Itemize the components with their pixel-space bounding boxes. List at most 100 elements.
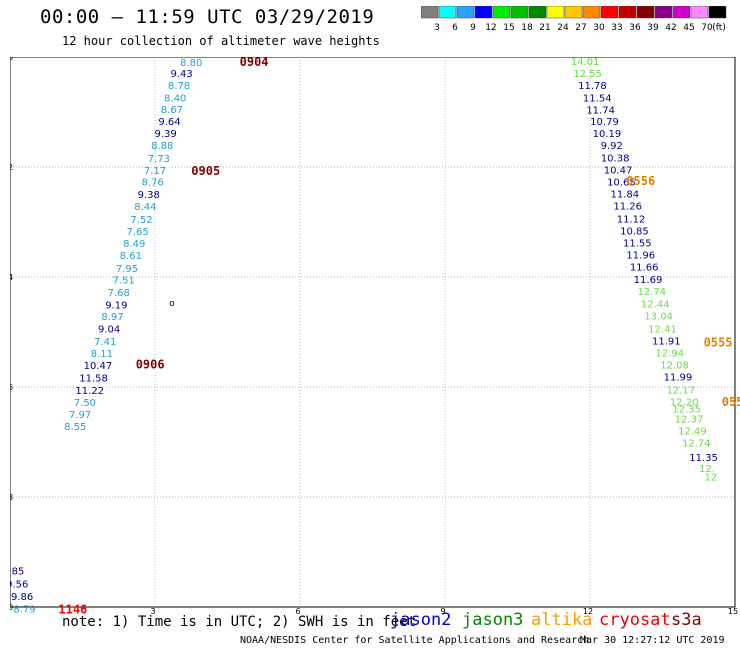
swh-value-label: 11.84: [610, 190, 639, 201]
y-tick-label: -52: [10, 163, 13, 172]
swh-value-label: 7.52: [130, 215, 152, 226]
page-subtitle: 12 hour collection of altimeter wave hei…: [62, 34, 380, 48]
colorbar-label: 70: [701, 23, 713, 33]
colorbar-swatch: [600, 6, 619, 19]
swh-value-label: 12.17: [667, 385, 696, 396]
swh-value-label: 12.20: [670, 397, 699, 408]
swh-value-label: 12.55: [573, 69, 602, 80]
colorbar-swatch: [672, 6, 691, 19]
pass-time-label: 0555: [704, 336, 733, 350]
swh-value-label: 8.11: [91, 349, 113, 360]
generation-timestamp: Mar 30 12:27:12 UTC 2019: [580, 635, 725, 646]
swh-value-label: 12.35: [672, 405, 701, 416]
colorbar-swatch: [510, 6, 529, 19]
colorbar-swatch: [546, 6, 565, 19]
swh-value-label: 8.67: [161, 105, 183, 116]
satellite-legend-jason2: jason2: [390, 610, 452, 630]
swh-value-label: 11.58: [79, 373, 108, 384]
colorbar-label: 18: [521, 23, 533, 33]
swh-value-label: 11.96: [626, 251, 655, 262]
satellite-legend-cryosat: cryosat: [599, 610, 671, 630]
axis-ticks: 0 3 6 9 12 15 -50 -52 -54 -56 -58 -60: [10, 57, 738, 616]
swh-value-label: 10.79: [590, 117, 619, 128]
swh-value-label: 12.41: [648, 324, 677, 335]
swh-value-label: 8.88: [151, 141, 173, 152]
swh-value-label: 12.: [699, 464, 715, 475]
swh-value-label: 9.92: [601, 141, 623, 152]
swh-value-label: 12.37: [675, 415, 704, 426]
colorbar-label: 15: [503, 23, 514, 33]
x-tick-label: 6: [295, 607, 300, 616]
colorbar-label: 42: [665, 23, 676, 33]
colorbar-label: 39: [647, 23, 659, 33]
pass-time-label: 0904: [240, 57, 269, 69]
swh-value-label: 10.65: [607, 177, 636, 188]
colorbar-swatch: [528, 6, 547, 19]
swh-value-label: 8.55: [64, 422, 86, 433]
altimeter-tracks: 8.809.438.788.408.679.649.398.88 7.737.17…: [10, 57, 740, 616]
swh-value-label: 10.85: [620, 226, 649, 237]
y-tick-label: -58: [10, 493, 13, 502]
swh-value-label: 11.35: [689, 453, 718, 464]
swh-value-label: 10.85: [10, 566, 24, 577]
swh-value-label: 7.95: [116, 264, 138, 275]
swh-value-label: 11.66: [630, 263, 659, 274]
page-title: 00:00 — 11:59 UTC 03/29/2019: [40, 6, 375, 28]
colorbar-swatch: [421, 6, 439, 19]
credit-text: NOAA/NESDIS Center for Satellite Applica…: [240, 635, 590, 646]
colorbar-label: 12: [485, 23, 496, 33]
colorbar-label: 24: [557, 23, 569, 33]
pass-time-label: 055: [722, 395, 740, 409]
pass-time-label: 0556: [626, 174, 655, 188]
swh-value-label: 11.69: [634, 275, 663, 286]
swh-value-label: 11.22: [75, 386, 104, 397]
swh-value-label: 12: [704, 472, 717, 483]
swh-value-label: 7.97: [69, 410, 91, 421]
x-tick-label: 0: [10, 607, 11, 616]
colorbar-swatch: [708, 6, 727, 19]
swh-value-label: 9.19: [105, 301, 127, 312]
swh-value-label: 7.68: [108, 288, 130, 299]
swh-value-label: 11.54: [583, 93, 612, 104]
colorbar-label: 6: [452, 23, 458, 33]
footer-note: note: 1) Time is in UTC; 2) SWH is in fe…: [62, 614, 417, 630]
map-grid: [10, 57, 735, 607]
swh-value-label: 8.40: [164, 93, 186, 104]
colorbar-swatch: [564, 6, 583, 19]
swh-value-label: 8.97: [101, 312, 123, 323]
swh-value-label: 12.94: [655, 349, 684, 360]
colorbar-swatch: [582, 6, 601, 19]
swh-value-label: 9.86: [11, 592, 33, 603]
pass-time-label: 1146: [58, 602, 87, 616]
pass-time-label: 0905: [191, 164, 220, 178]
swh-value-label: 11.12: [617, 214, 646, 225]
colorbar-label: 36: [629, 23, 641, 33]
y-tick-label: -50: [10, 57, 13, 62]
colorbar-label: 9: [470, 23, 476, 33]
swh-value-label: 10.47: [84, 361, 113, 372]
swh-value-label: 7.73: [148, 154, 170, 165]
swh-value-label: 7.50: [74, 398, 96, 409]
swh-value-label: 9.43: [170, 69, 192, 80]
x-tick-label: 9: [440, 607, 445, 616]
swh-value-label: 10.47: [604, 165, 633, 176]
swh-value-label: 9.56: [10, 580, 28, 591]
swh-value-label: 11.26: [613, 202, 642, 213]
colorbar-label: 30: [593, 23, 605, 33]
swh-value-label: 9.38: [138, 190, 160, 201]
pass-time-label: 0906: [136, 358, 165, 372]
swh-value-label: 8.79: [13, 604, 35, 615]
swh-value-label: 7.17: [144, 166, 166, 177]
satellite-legend-altika: altika: [531, 610, 593, 630]
colorbar-label: 45: [683, 23, 694, 33]
swh-value-label: 9.04: [98, 324, 120, 335]
colorbar-swatch: [438, 6, 457, 19]
wave-height-colorbar: 3 6 9 12 15 18 21 24 27 30 33 36 39 42 45 70 (ft): [421, 6, 727, 33]
swh-value-label: 12.74: [638, 287, 667, 298]
swh-value-label: 8.80: [180, 58, 202, 69]
colorbar-label: 33: [611, 23, 622, 33]
wave-height-map[interactable]: 03691215-50-52-54-56-58-60 8.809.438.788…: [10, 57, 740, 617]
swh-value-label: 14.01: [571, 57, 600, 68]
swh-value-label: 9.39: [155, 129, 177, 140]
swh-value-label: 11.55: [623, 239, 652, 250]
